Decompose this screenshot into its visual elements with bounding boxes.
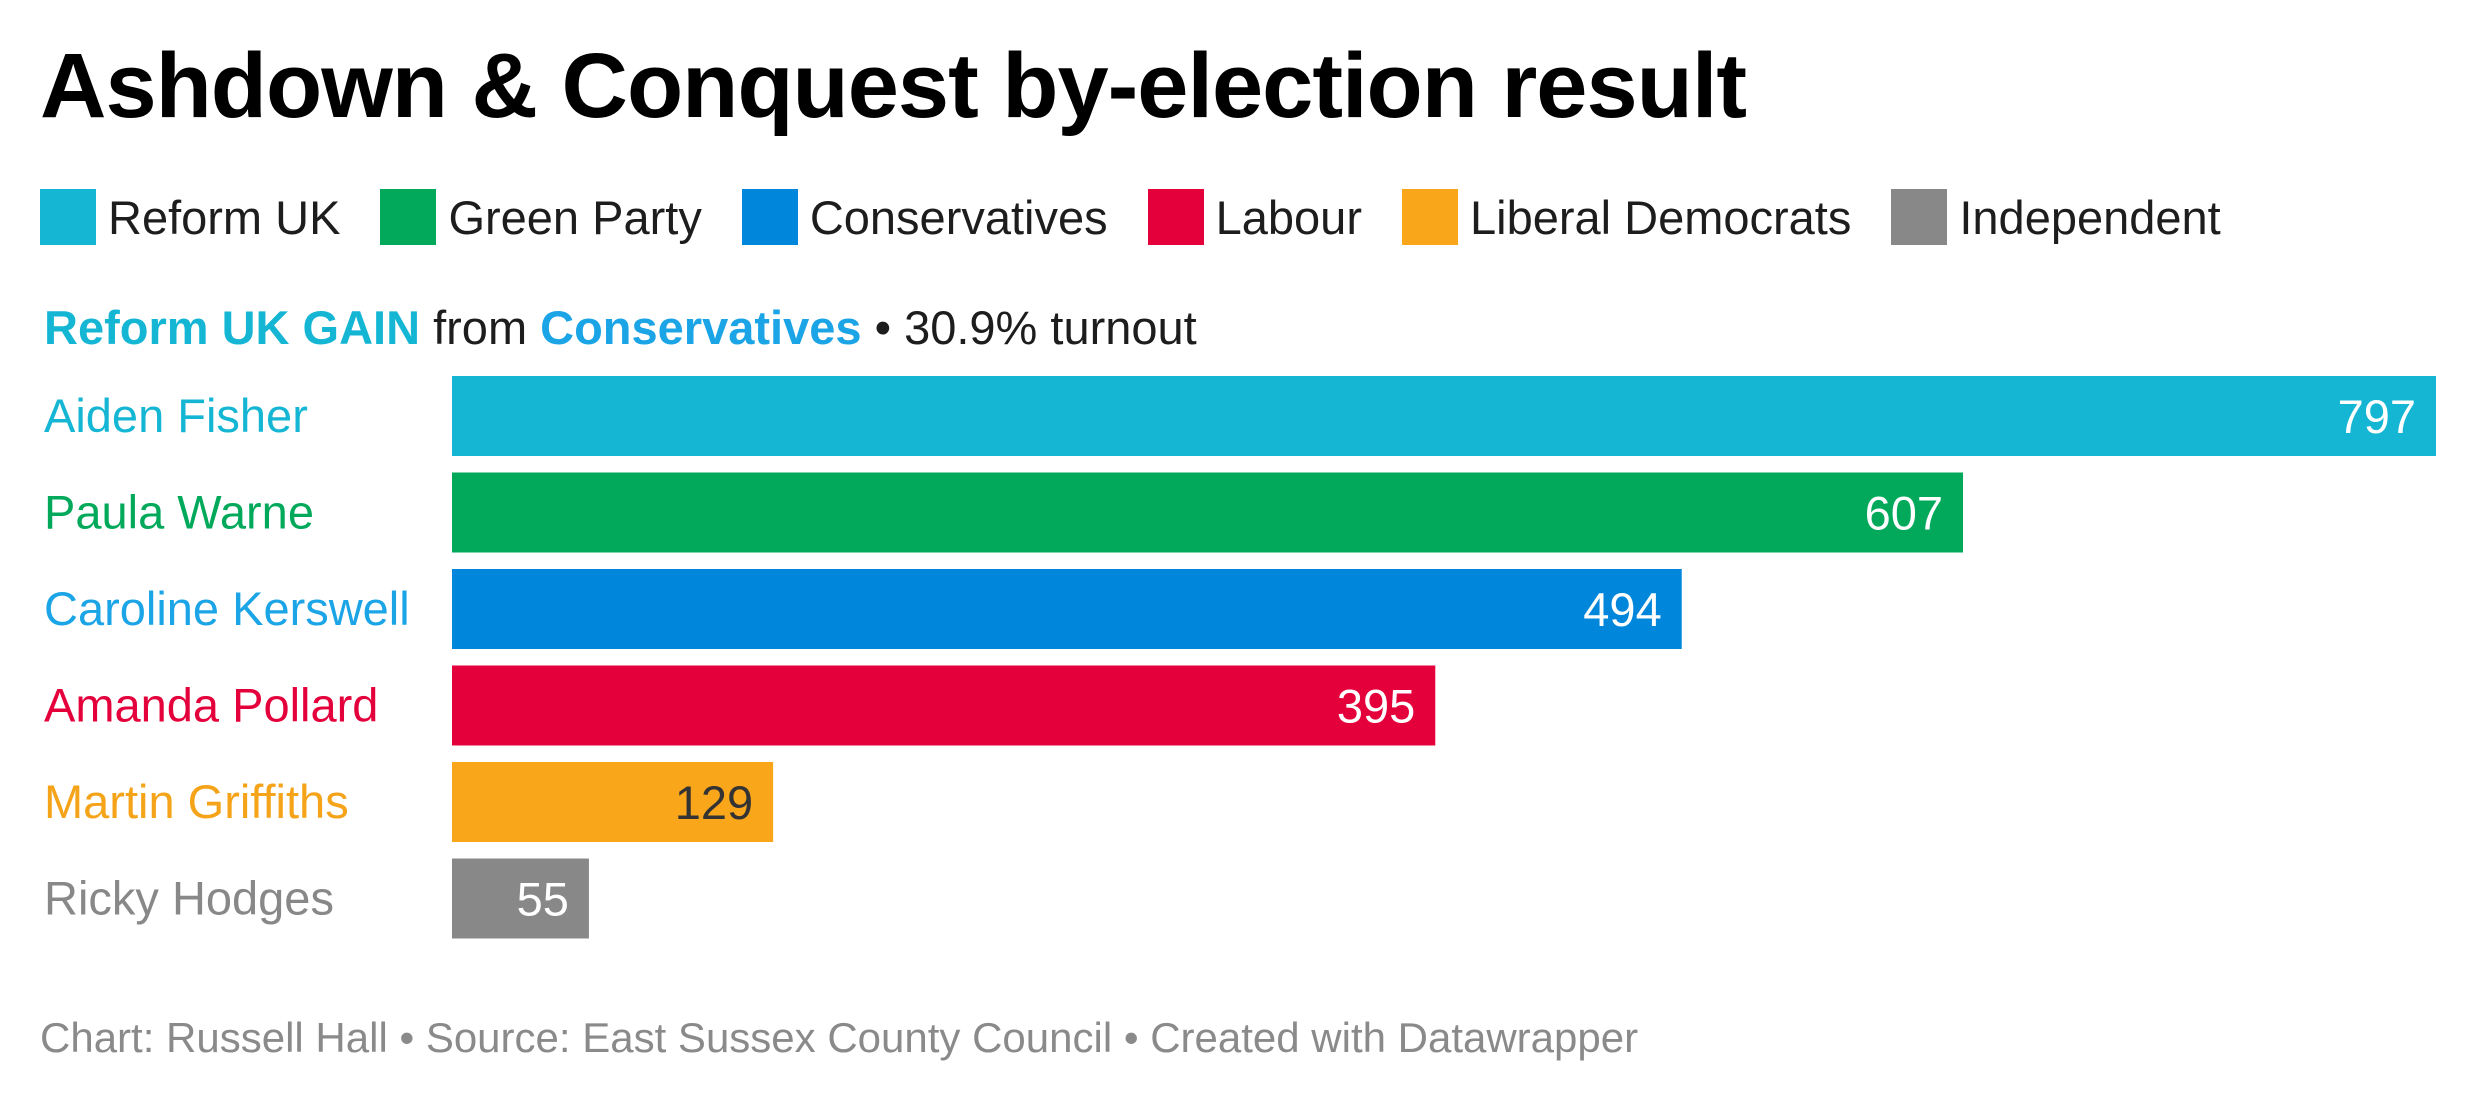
bar-value-label: 129 <box>675 776 753 829</box>
bar <box>452 569 1682 649</box>
legend-swatch <box>1401 189 1458 245</box>
candidate-label: Amanda Pollard <box>44 679 378 732</box>
legend-label: Green Party <box>448 190 702 244</box>
legend-item: Labour <box>1147 189 1362 245</box>
chart-title: Ashdown & Conquest by-election result <box>40 35 1747 137</box>
legend-swatch <box>1891 189 1948 245</box>
legend-swatch <box>741 189 798 245</box>
bar-value-label: 395 <box>1337 680 1415 733</box>
candidate-label: Ricky Hodges <box>44 872 334 925</box>
bar-value-label: 494 <box>1583 583 1661 636</box>
legend-item: Green Party <box>380 189 702 245</box>
candidate-label: Martin Griffiths <box>44 775 349 828</box>
candidate-label: Paula Warne <box>44 486 314 539</box>
legend-label: Labour <box>1215 190 1362 244</box>
bar <box>452 858 589 939</box>
bar-chart: Aiden Fisher 797 Paula Warne 607 Caroline Ke… <box>44 376 2436 939</box>
bar <box>452 376 2436 456</box>
legend-swatch <box>380 189 437 245</box>
legend-item: Reform UK <box>40 189 340 245</box>
legend-label: Independent <box>1959 190 2221 244</box>
legend-swatch <box>1147 189 1204 245</box>
legend-item: Independent <box>1891 189 2221 245</box>
bar <box>452 762 774 842</box>
legend-item: Liberal Democrats <box>1401 189 1852 245</box>
legend-label: Reform UK <box>108 190 341 244</box>
subtitle-loser: Conservatives <box>540 301 862 354</box>
bar-value-label: 607 <box>1865 487 1943 540</box>
bar <box>452 472 1964 553</box>
chart-subtitle: Reform UK GAIN from Conservatives • 30.9… <box>44 300 1197 355</box>
candidate-label: Caroline Kerswell <box>44 582 410 635</box>
legend-label: Conservatives <box>809 190 1108 244</box>
candidate-label: Aiden Fisher <box>44 389 308 442</box>
subtitle-from: from <box>433 301 528 354</box>
legend-swatch <box>40 189 96 245</box>
legend-label: Liberal Democrats <box>1469 190 1852 244</box>
bar-value-label: 797 <box>2338 390 2416 443</box>
chart-footer: Chart: Russell Hall • Source: East Susse… <box>40 1014 1639 1061</box>
legend-item: Conservatives <box>741 189 1108 245</box>
bar <box>452 665 1436 746</box>
bar-value-label: 55 <box>517 873 569 926</box>
subtitle-winner: Reform UK GAIN <box>44 301 421 354</box>
subtitle-turnout: • 30.9% turnout <box>874 301 1197 354</box>
legend: Reform UK Green Party Conservatives Labour L… <box>40 188 2261 246</box>
